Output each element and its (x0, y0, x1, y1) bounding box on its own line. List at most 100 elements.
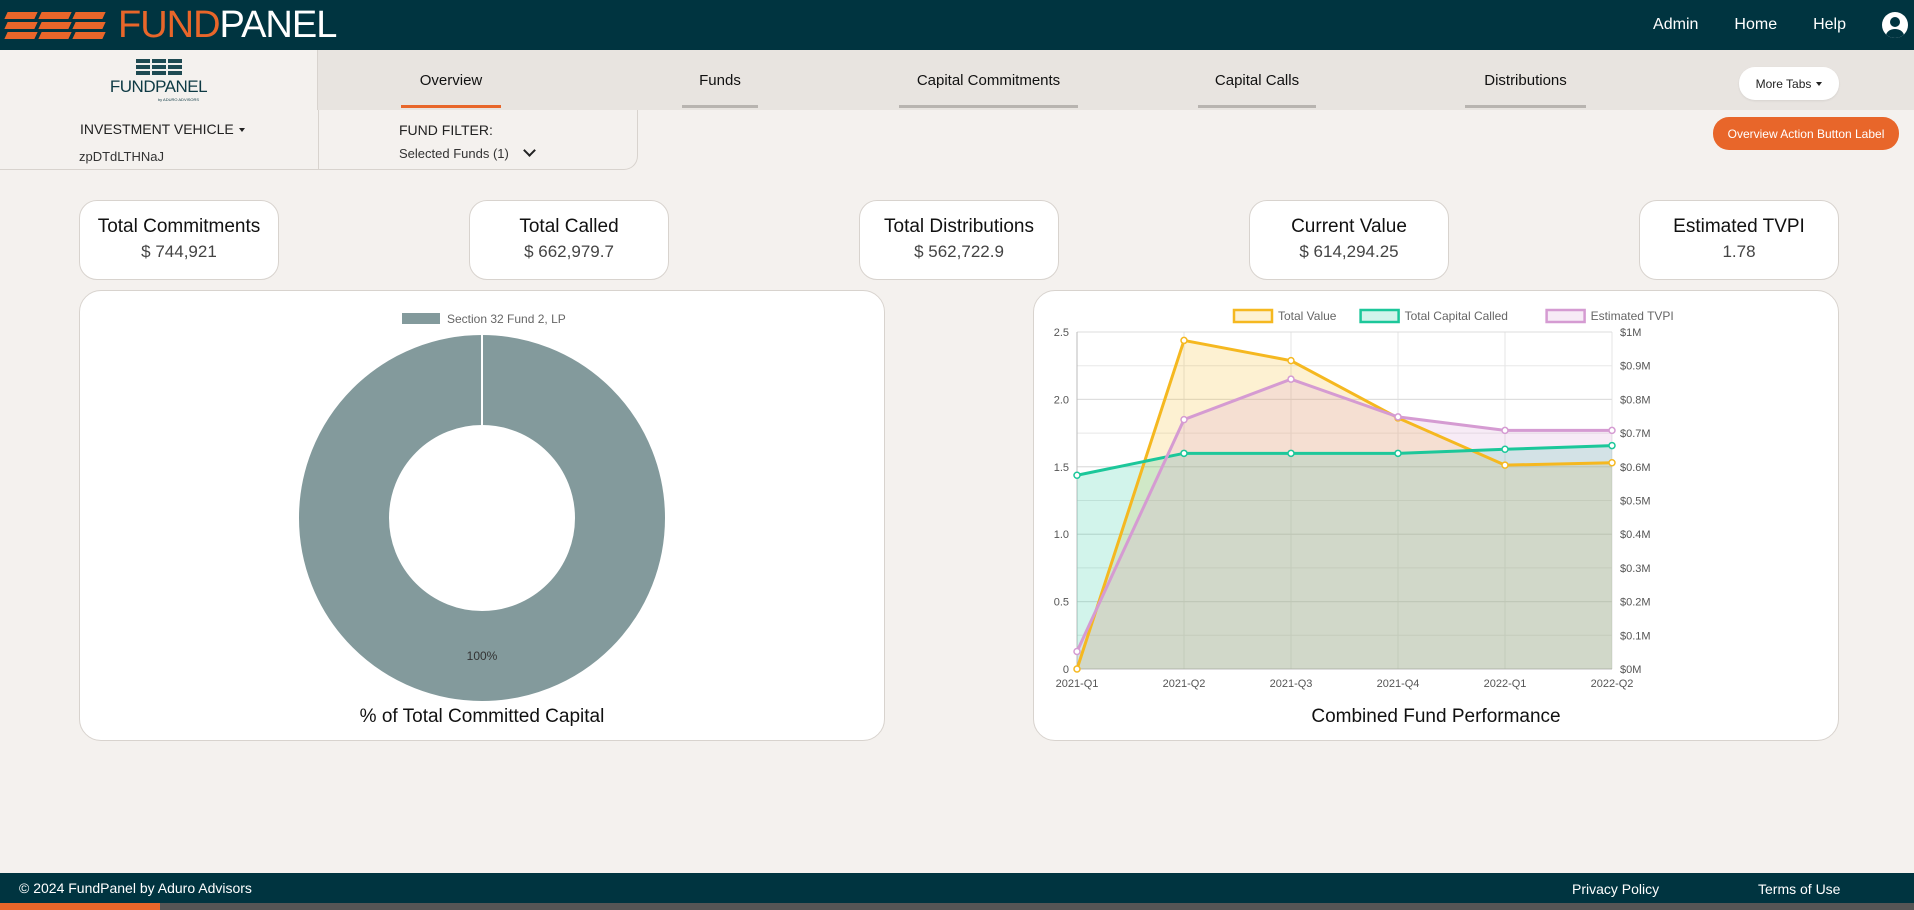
y-right-tick-label: $0M (1620, 664, 1641, 676)
kpi-value: $ 744,921 (141, 242, 217, 261)
pie-legend: Section 32 Fund 2, LP (402, 312, 566, 326)
tab-overview[interactable]: Overview (401, 50, 501, 110)
footer-progress-bar (0, 903, 1914, 910)
kpi-title: Total Distributions (884, 216, 1034, 237)
more-tabs-button[interactable]: More Tabs (1739, 67, 1839, 100)
kpi-card-current-value: Current Value $ 614,294.25 (1249, 200, 1449, 280)
kpi-card-total-commitments: Total Commitments $ 744,921 (79, 200, 279, 280)
series-point (1287, 449, 1295, 458)
tab-funds-label: Funds (699, 71, 741, 89)
top-nav: Admin Home Help (1653, 0, 1914, 50)
series-point (1180, 336, 1188, 345)
series-area (1077, 445, 1612, 669)
y-right-tick-label: $0.9M (1620, 361, 1651, 373)
tab-distributions[interactable]: Distributions (1465, 50, 1586, 110)
committed-capital-donut-chart: Section 32 Fund 2, LP 100% (299, 312, 665, 701)
top-navbar: FUNDPANEL Admin Home Help (0, 0, 1914, 50)
series-point (1608, 459, 1616, 467)
legend-label: Total Value (1278, 309, 1337, 323)
logo-wordmark: FUNDPANEL (118, 4, 337, 46)
series-point (1180, 449, 1188, 458)
kpi-card-estimated-tvpi: Estimated TVPI 1.78 (1639, 200, 1839, 280)
overview-action-button[interactable]: Overview Action Button Label (1713, 117, 1899, 150)
x-tick-label: 2022-Q1 (1484, 678, 1527, 690)
nav-admin-link[interactable]: Admin (1653, 16, 1699, 33)
x-tick-label: 2021-Q4 (1377, 678, 1420, 690)
series-point (1501, 445, 1509, 454)
tab-capital-calls[interactable]: Capital Calls (1198, 50, 1316, 110)
legend-label: Section 32 Fund 2, LP (447, 312, 566, 326)
investment-vehicle-dropdown[interactable]: INVESTMENT VEHICLE (80, 121, 245, 137)
series-point (1394, 413, 1402, 421)
series-point (1180, 415, 1188, 424)
y-right-tick-label: $0.5M (1620, 496, 1651, 508)
y-right-tick-label: $0.4M (1620, 529, 1651, 541)
y-right-tick-label: $0.8M (1620, 394, 1651, 406)
chevron-down-icon (522, 144, 536, 157)
series-point (1501, 461, 1509, 469)
kpi-value: $ 662,979.7 (524, 242, 614, 261)
legend-swatch (1232, 308, 1274, 324)
series-point (1608, 426, 1616, 435)
fund-filter-label: FUND FILTER: (399, 122, 493, 138)
fund-filter-value: Selected Funds (1) (399, 146, 509, 161)
tab-capital-commitments[interactable]: Capital Commitments (899, 50, 1078, 110)
tab-bar (0, 50, 1914, 110)
user-account-icon[interactable] (1882, 12, 1908, 38)
more-tabs-label: More Tabs (1755, 76, 1812, 91)
pie-data-label: 100% (467, 649, 498, 663)
fund-filter-dropdown[interactable]: Selected Funds (1) (399, 144, 536, 161)
investment-vehicle-label: INVESTMENT VEHICLE (80, 121, 234, 137)
nav-help-link[interactable]: Help (1813, 16, 1846, 33)
privacy-policy-link[interactable]: Privacy Policy (1572, 881, 1660, 897)
legend-swatch (1359, 308, 1400, 324)
tab-funds[interactable]: Funds (682, 50, 758, 110)
y-left-tick-label: 0.5 (1054, 597, 1069, 609)
y-right-tick-label: $0.7M (1620, 428, 1651, 440)
y-left-tick-label: 1.0 (1054, 529, 1069, 541)
caret-down-icon (1816, 81, 1823, 86)
y-right-tick-label: $0.2M (1620, 597, 1651, 609)
fund-performance-card: $0M $0.1M $0.2M $0.3M $0.4M $0.5M $0.6M $0.7M $0… (1033, 290, 1839, 741)
kpi-card-total-distributions: Total Distributions $ 562,722.9 (859, 200, 1059, 280)
kpi-value: 1.78 (1722, 242, 1756, 261)
logo-mark-icon (4, 11, 106, 39)
series-line (1075, 377, 1612, 653)
series-point (1394, 449, 1402, 458)
series-point (1608, 441, 1616, 450)
y-left-tick-label: 2.0 (1054, 394, 1069, 406)
filter-divider (318, 110, 319, 170)
fundpanel-logo[interactable]: FUNDPANEL (4, 4, 337, 46)
tab-capital-commitments-label: Capital Commitments (916, 71, 1061, 89)
series-point (1287, 375, 1295, 383)
caret-down-icon (238, 128, 245, 133)
footer-copyright: © 2024 FundPanel by Aduro Advisors (19, 880, 252, 896)
legend-swatch (402, 313, 440, 324)
footer: © 2024 FundPanel by Aduro Advisors Priva… (0, 873, 1914, 903)
y-left-tick-label: 2.5 (1054, 327, 1069, 339)
sidebar-logo-byline: by ADURO ADVISORS (157, 96, 200, 102)
y-left-tick-label: 0 (1063, 664, 1069, 676)
filter-panel (0, 110, 638, 170)
series-point (1073, 471, 1081, 479)
legend-swatch (1545, 308, 1586, 324)
x-tick-label: 2021-Q3 (1270, 678, 1313, 690)
y-right-tick-label: $1M (1620, 327, 1641, 339)
series-point (1073, 647, 1081, 656)
series-point (1501, 426, 1509, 435)
kpi-title: Total Commitments (97, 216, 261, 237)
committed-capital-card: Section 32 Fund 2, LP 100% % of Total Com… (79, 290, 885, 741)
y-right-tick-label: $0.3M (1620, 563, 1651, 575)
kpi-title: Total Called (519, 216, 619, 237)
series-area (1077, 340, 1612, 669)
x-tick-label: 2021-Q2 (1163, 678, 1206, 690)
kpi-value: $ 614,294.25 (1299, 242, 1399, 261)
kpi-title: Estimated TVPI (1673, 216, 1805, 237)
y-right-tick-label: $0.6M (1620, 462, 1651, 474)
terms-of-use-link[interactable]: Terms of Use (1758, 881, 1841, 897)
sidebar-logo-wordmark: FUNDPANEL (109, 76, 208, 96)
kpi-title: Current Value (1291, 216, 1407, 237)
nav-home-link[interactable]: Home (1734, 16, 1778, 33)
tab-capital-calls-label: Capital Calls (1214, 71, 1300, 89)
tab-distributions-label: Distributions (1484, 71, 1567, 89)
